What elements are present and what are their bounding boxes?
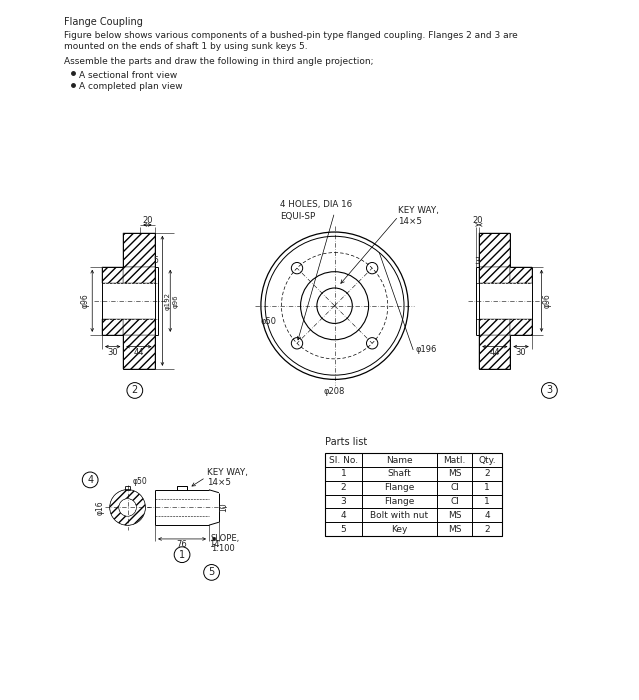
Text: Key: Key <box>391 524 408 533</box>
Text: MS: MS <box>448 470 461 479</box>
Text: Figure below shows various components of a bushed-pin type flanged coupling. Fla: Figure below shows various components of… <box>64 32 518 40</box>
Text: φ96: φ96 <box>81 293 90 308</box>
Text: 5: 5 <box>341 524 346 533</box>
Text: Sl. No.: Sl. No. <box>329 456 358 465</box>
Text: Assemble the parts and draw the following in third angle projection;: Assemble the parts and draw the followin… <box>64 57 373 66</box>
Text: Bolt with nut: Bolt with nut <box>371 511 429 520</box>
Text: 1: 1 <box>484 483 490 492</box>
Text: φ96: φ96 <box>172 294 178 307</box>
Text: φ208: φ208 <box>324 386 345 395</box>
Bar <box>479 318 511 335</box>
Text: Flange Coupling: Flange Coupling <box>64 18 143 27</box>
Text: 30: 30 <box>516 348 527 357</box>
Text: 20: 20 <box>472 216 482 225</box>
Text: Parts list: Parts list <box>325 438 367 447</box>
Text: φ50: φ50 <box>132 477 147 486</box>
Bar <box>123 233 155 267</box>
Text: 1:100: 1:100 <box>211 545 235 553</box>
Text: Shaft: Shaft <box>388 470 412 479</box>
Text: KEY WAY,: KEY WAY, <box>206 468 247 477</box>
Text: Flange: Flange <box>384 483 415 492</box>
Bar <box>123 335 155 369</box>
Text: 3: 3 <box>473 258 479 267</box>
Text: Flange: Flange <box>384 497 415 506</box>
Text: 4: 4 <box>484 511 490 520</box>
Text: φ16: φ16 <box>95 500 105 514</box>
Text: 30: 30 <box>107 348 118 357</box>
Text: 2: 2 <box>132 386 138 396</box>
Bar <box>479 233 511 267</box>
Text: 2: 2 <box>341 483 346 492</box>
Bar <box>325 454 502 536</box>
Text: Qty.: Qty. <box>479 456 496 465</box>
Text: EQUI-SP: EQUI-SP <box>281 212 316 220</box>
Text: CI: CI <box>450 483 459 492</box>
Text: φ196: φ196 <box>415 345 436 354</box>
Text: Name: Name <box>386 456 413 465</box>
Text: 4: 4 <box>341 511 346 520</box>
Text: 20: 20 <box>142 216 153 225</box>
Text: 5: 5 <box>208 568 215 578</box>
Text: 76: 76 <box>176 540 187 550</box>
Text: 1: 1 <box>484 497 490 506</box>
Bar <box>102 318 123 335</box>
Text: φ96: φ96 <box>543 293 552 308</box>
Text: 2: 2 <box>484 470 490 479</box>
Text: 1: 1 <box>179 550 185 560</box>
Bar <box>511 318 532 335</box>
Text: 14×5: 14×5 <box>399 217 422 225</box>
Text: CI: CI <box>450 497 459 506</box>
Text: 44: 44 <box>489 348 500 357</box>
Text: 4: 4 <box>87 475 93 485</box>
Text: 10: 10 <box>219 503 228 512</box>
Text: MS: MS <box>448 511 461 520</box>
Text: 3: 3 <box>546 386 553 396</box>
Text: 14×5: 14×5 <box>206 478 231 486</box>
Text: 3: 3 <box>341 497 346 506</box>
Bar <box>123 267 155 283</box>
Bar <box>102 267 123 283</box>
Text: 5: 5 <box>154 256 158 265</box>
Text: 44: 44 <box>134 348 144 357</box>
Text: A sectional front view: A sectional front view <box>79 71 177 80</box>
Text: SLOPE,: SLOPE, <box>211 534 240 543</box>
Text: 4 HOLES, DIA 16: 4 HOLES, DIA 16 <box>281 200 353 209</box>
Text: Matl.: Matl. <box>443 456 466 465</box>
Text: 2: 2 <box>484 524 490 533</box>
Text: mounted on the ends of shaft 1 by using sunk keys 5.: mounted on the ends of shaft 1 by using … <box>64 42 307 51</box>
Bar <box>123 318 155 335</box>
Text: 14: 14 <box>209 540 219 550</box>
Text: A completed plan view: A completed plan view <box>79 83 182 91</box>
Bar <box>479 335 511 369</box>
Wedge shape <box>110 490 145 525</box>
Text: KEY WAY,: KEY WAY, <box>399 206 439 215</box>
Bar <box>511 267 532 283</box>
Bar <box>177 486 187 490</box>
Text: 1: 1 <box>341 470 346 479</box>
Text: φ50: φ50 <box>261 317 277 326</box>
Text: MS: MS <box>448 524 461 533</box>
Text: φ192: φ192 <box>164 292 171 310</box>
Bar <box>479 267 511 283</box>
